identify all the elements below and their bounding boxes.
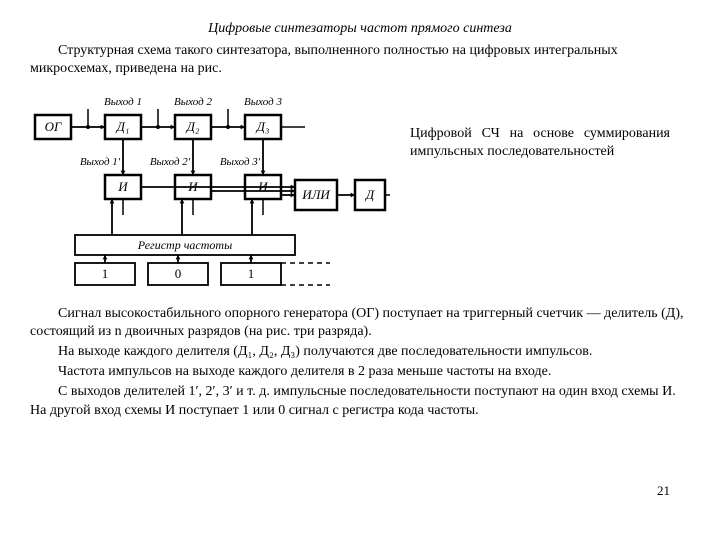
intro-paragraph: Структурная схема такого синтезатора, вы… [30, 42, 690, 78]
figure-caption: Цифровой СЧ на основе суммирования импул… [390, 85, 670, 161]
svg-text:Регистр частоты: Регистр частоты [137, 238, 232, 252]
paragraph-1: Сигнал высокостабильного опорного генера… [30, 305, 690, 341]
svg-text:Выход 2: Выход 2 [174, 96, 212, 108]
svg-text:Д₁: Д₁ [115, 119, 130, 134]
svg-text:Выход 1′: Выход 1′ [80, 156, 121, 168]
figure-row: ОГД₁Д₂Д₃Выход 1Выход 2Выход 3ИИИВыход 1′… [30, 85, 690, 295]
svg-text:Д₃: Д₃ [255, 119, 270, 134]
svg-text:0: 0 [175, 266, 182, 281]
svg-text:1: 1 [248, 266, 255, 281]
svg-text:Д: Д [364, 187, 375, 202]
svg-text:ИЛИ: ИЛИ [301, 187, 330, 202]
title: Цифровые синтезаторы частот прямого синт… [30, 20, 690, 38]
svg-text:Выход 3′: Выход 3′ [220, 156, 261, 168]
svg-text:И: И [117, 179, 128, 194]
svg-text:Выход 1: Выход 1 [104, 96, 142, 108]
svg-text:Выход 2′: Выход 2′ [150, 156, 191, 168]
paragraph-4: С выходов делителей 1′, 2′, 3′ и т. д. и… [30, 383, 690, 419]
svg-text:Д₂: Д₂ [185, 119, 200, 134]
svg-text:Выход 3: Выход 3 [244, 96, 282, 108]
svg-text:1: 1 [102, 266, 109, 281]
svg-text:ОГ: ОГ [45, 119, 62, 134]
block-diagram: ОГД₁Д₂Д₃Выход 1Выход 2Выход 3ИИИВыход 1′… [30, 85, 390, 295]
page-number: 21 [657, 483, 670, 500]
paragraph-2: На выходе каждого делителя (Д₁, Д₂, Д₃) … [30, 343, 690, 361]
paragraph-3: Частота импульсов на выходе каждого дели… [30, 363, 690, 381]
